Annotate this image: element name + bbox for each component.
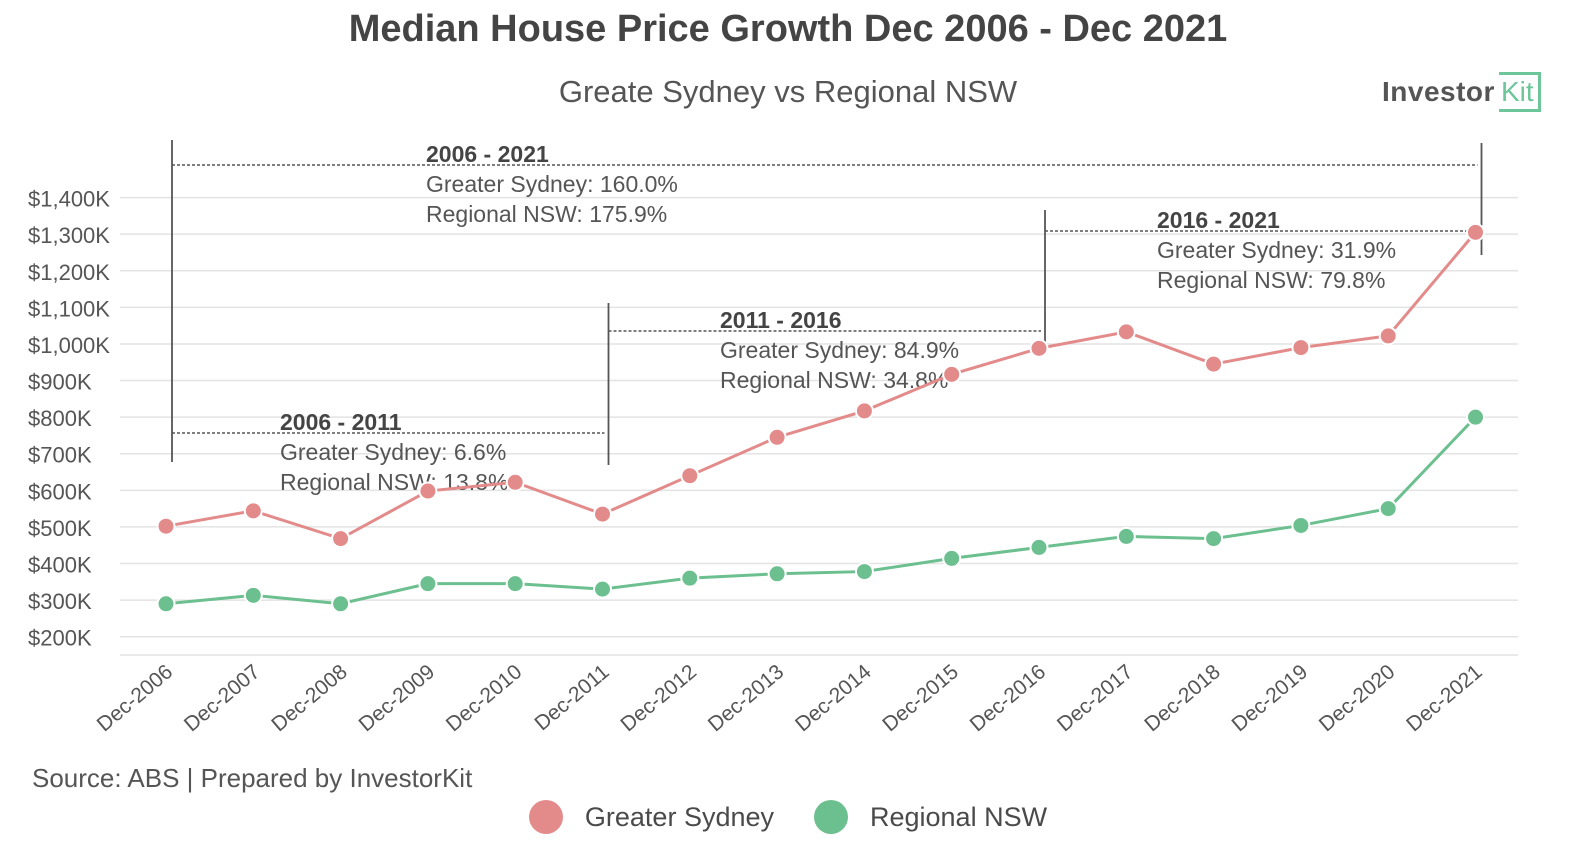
annotation-regional-growth: Regional NSW: 34.8%: [720, 367, 948, 393]
y-tick-label: $1,200K: [28, 260, 110, 285]
y-tick-label: $300K: [28, 589, 92, 614]
x-axis-labels: Dec-2006 Dec-2007 Dec-2008 Dec-2009 Dec-2010…: [93, 660, 1487, 736]
data-point-greater-sydney: [767, 427, 787, 447]
annotation-sydney-growth: Greater Sydney: 6.6%: [280, 439, 506, 465]
x-tick-label: Dec-2010: [442, 660, 527, 736]
data-point-regional-nsw: [593, 579, 612, 599]
x-tick-label: Dec-2011: [530, 660, 613, 735]
data-point-greater-sydney: [942, 364, 962, 384]
series-lines: [156, 222, 1485, 614]
data-point-regional-nsw: [243, 585, 263, 605]
legend: Greater Sydney Regional NSW: [0, 800, 1576, 834]
annotation-sydney-growth: Greater Sydney: 31.9%: [1157, 237, 1396, 263]
data-point-regional-nsw: [942, 548, 962, 568]
data-point-regional-nsw: [1029, 537, 1049, 557]
growth-annotations: 2006 - 2021 Greater Sydney: 160.0% Regiona…: [171, 140, 1483, 495]
chart-subtitle: Greate Sydney vs Regional NSW: [558, 74, 1018, 109]
legend-swatch-greater-sydney: [528, 800, 563, 834]
legend-label-greater-sydney: Greater Sydney: [584, 801, 774, 832]
legend-label-regional-nsw: Regional NSW: [870, 801, 1048, 832]
y-tick-label: $1,400K: [28, 187, 110, 212]
data-point-regional-nsw: [1378, 499, 1398, 519]
data-point-greater-sydney: [1116, 322, 1136, 342]
data-point-regional-nsw: [680, 568, 700, 588]
data-point-greater-sydney: [680, 466, 700, 486]
data-point-greater-sydney: [1029, 338, 1049, 358]
data-point-regional-nsw: [505, 574, 525, 594]
annotation-period: 2016 - 2021: [1157, 207, 1280, 233]
x-tick-label: Dec-2008: [267, 660, 352, 736]
data-point-greater-sydney: [1204, 354, 1224, 374]
chart-title: Median House Price Growth Dec 2006 - Dec…: [348, 8, 1228, 50]
data-point-regional-nsw: [1116, 526, 1136, 546]
annotation-2011-2016: 2011 - 2016 Greater Sydney: 84.9% Regional…: [608, 307, 1041, 393]
legend-swatch-regional-nsw: [814, 800, 848, 834]
annotation-period: 2006 - 2021: [426, 141, 549, 167]
data-point-regional-nsw: [1204, 529, 1224, 549]
data-point-regional-nsw: [156, 594, 176, 614]
data-point-greater-sydney: [331, 529, 351, 549]
data-point-greater-sydney: [156, 516, 176, 536]
annotation-period: 2006 - 2011: [280, 409, 402, 435]
annotation-regional-growth: Regional NSW: 13.8%: [280, 469, 508, 495]
x-tick-label: Dec-2019: [1228, 660, 1313, 736]
annotation-sydney-growth: Greater Sydney: 84.9%: [720, 337, 959, 363]
x-tick-label: Dec-2018: [1140, 660, 1225, 736]
x-tick-label: Dec-2015: [878, 660, 963, 736]
data-point-regional-nsw: [767, 564, 787, 584]
annotation-regional-growth: Regional NSW: 175.9%: [426, 201, 667, 227]
data-point-regional-nsw: [331, 594, 351, 614]
grid-lines: [120, 196, 1518, 656]
x-tick-label: Dec-2017: [1053, 660, 1138, 736]
x-tick-label: Dec-2016: [966, 660, 1051, 736]
y-tick-label: $1,300K: [28, 223, 110, 248]
data-point-greater-sydney: [1378, 326, 1398, 346]
data-point-greater-sydney: [1291, 338, 1311, 358]
y-tick-label: $1,000K: [28, 333, 110, 358]
legend-item-regional-nsw[interactable]: Regional NSW: [814, 800, 1047, 834]
annotation-regional-growth: Regional NSW: 79.8%: [1157, 267, 1385, 293]
x-tick-label: Dec-2014: [791, 660, 876, 736]
x-tick-label: Dec-2013: [704, 660, 789, 736]
annotation-period: 2011 - 2016: [720, 307, 842, 333]
y-tick-label: $600K: [28, 479, 92, 504]
data-point-regional-nsw: [418, 574, 438, 594]
annotation-sydney-growth: Greater Sydney: 160.0%: [426, 171, 678, 197]
x-tick-label: Dec-2007: [180, 660, 265, 736]
data-point-regional-nsw: [854, 562, 874, 582]
data-point-greater-sydney: [505, 472, 525, 492]
logo-kit-mark: Kit: [1498, 72, 1541, 112]
data-point-greater-sydney: [593, 504, 612, 524]
x-tick-label: Dec-2020: [1315, 660, 1400, 736]
y-tick-label: $500K: [28, 516, 92, 541]
x-tick-label: Dec-2021: [1402, 660, 1487, 736]
annotation-2016-2021: 2016 - 2021 Greater Sydney: 31.9% Regional…: [1045, 207, 1478, 293]
y-tick-label: $1,100K: [28, 296, 110, 321]
data-point-greater-sydney: [243, 501, 263, 521]
data-point-regional-nsw: [1466, 407, 1485, 427]
data-point-greater-sydney: [418, 481, 438, 501]
annotation-2006-2011: 2006 - 2011 Greater Sydney: 6.6% Regional …: [172, 409, 605, 495]
y-tick-label: $800K: [28, 406, 92, 431]
x-tick-label: Dec-2012: [616, 660, 701, 736]
source-note: Source: ABS | Prepared by InvestorKit: [32, 763, 473, 793]
data-point-greater-sydney: [854, 401, 874, 421]
y-axis-labels: $200K $300K $400K $500K $600K $700K $800K $900K…: [28, 187, 110, 651]
annotation-2006-2021: 2006 - 2021 Greater Sydney: 160.0% Regiona…: [172, 141, 1478, 227]
logo-text: Investor: [1382, 76, 1495, 107]
series-line-regional-nsw: [165, 416, 1477, 606]
legend-item-greater-sydney[interactable]: Greater Sydney: [528, 800, 774, 834]
investorkit-logo: Investor Kit: [1382, 70, 1541, 114]
series-line-greater-sydney: [165, 231, 1477, 541]
y-tick-label: $900K: [28, 370, 92, 395]
data-point-greater-sydney: [1466, 222, 1485, 242]
y-tick-label: $200K: [28, 626, 92, 651]
y-tick-label: $400K: [28, 553, 92, 578]
x-tick-label: Dec-2009: [355, 660, 440, 736]
x-tick-label: Dec-2006: [93, 660, 178, 736]
data-point-regional-nsw: [1291, 515, 1311, 535]
y-tick-label: $700K: [28, 443, 92, 468]
